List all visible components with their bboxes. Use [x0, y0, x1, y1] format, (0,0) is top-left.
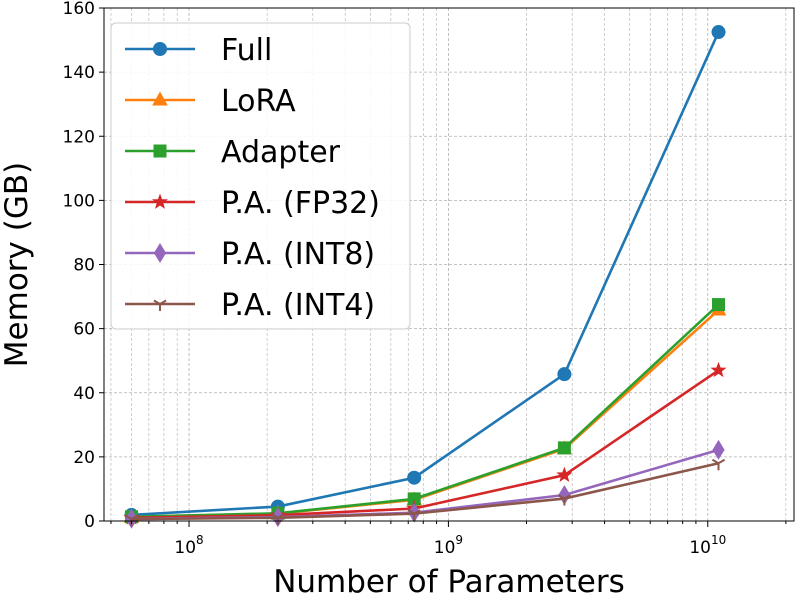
legend-label: Full	[221, 33, 272, 68]
legend-label: P.A. (FP32)	[221, 186, 380, 221]
y-tick-label: 120	[63, 127, 95, 147]
legend-entry: Adapter	[125, 135, 341, 170]
x-tick-label: 109	[434, 533, 463, 558]
legend-entry: P.A. (INT8)	[125, 237, 375, 272]
y-axis-label: Memory (GB)	[0, 162, 35, 367]
data-point	[712, 298, 726, 312]
y-tick-label: 20	[73, 448, 95, 468]
x-tick-label: 1010	[689, 533, 726, 558]
axes: 0 20 40 60 80 100 120 140 160 108 109 1010	[63, 0, 787, 558]
data-point	[556, 466, 573, 482]
data-point	[712, 439, 725, 460]
data-point	[710, 361, 727, 378]
legend-entry: P.A. (FP32)	[125, 186, 380, 221]
data-point	[153, 144, 167, 158]
data-point	[152, 91, 168, 106]
data-point	[407, 470, 422, 485]
legend-entry: LoRA	[125, 84, 296, 119]
legend: Full LoRA Adapter P.A. (FP32) P.A. (INT8) P.A…	[110, 22, 411, 330]
legend-label: LoRA	[221, 84, 296, 119]
legend-box	[110, 22, 411, 330]
y-tick-label: 40	[73, 384, 95, 404]
data-point	[153, 299, 167, 311]
legend-label: P.A. (INT8)	[221, 237, 375, 272]
series-line	[131, 303, 720, 519]
legend-label: Adapter	[221, 135, 341, 170]
y-tick-label: 160	[63, 0, 95, 19]
data-point	[711, 458, 726, 471]
y-tick-label: 0	[84, 512, 95, 532]
y-tick-label: 80	[73, 256, 95, 276]
data-point	[151, 193, 169, 209]
series-p-a-fp32	[123, 361, 727, 525]
series-adapter	[125, 298, 726, 524]
y-tick-label: 100	[63, 191, 95, 211]
y-tick-label: 140	[63, 63, 95, 83]
legend-entry: Full	[125, 33, 272, 68]
series-lora	[123, 301, 727, 523]
legend-label: P.A. (INT4)	[221, 288, 375, 323]
series-line	[131, 309, 720, 519]
data-point	[557, 367, 572, 382]
series-lines	[123, 25, 727, 529]
x-tick-label: 108	[174, 533, 203, 558]
data-point	[153, 243, 167, 263]
data-point	[711, 25, 726, 40]
x-axis-label: Number of Parameters	[273, 564, 625, 600]
legend-entry: P.A. (INT4)	[125, 288, 375, 323]
data-point	[557, 494, 571, 506]
data-point	[557, 441, 571, 455]
y-tick-label: 60	[73, 320, 95, 340]
data-point	[153, 42, 167, 56]
data-point	[407, 509, 421, 521]
